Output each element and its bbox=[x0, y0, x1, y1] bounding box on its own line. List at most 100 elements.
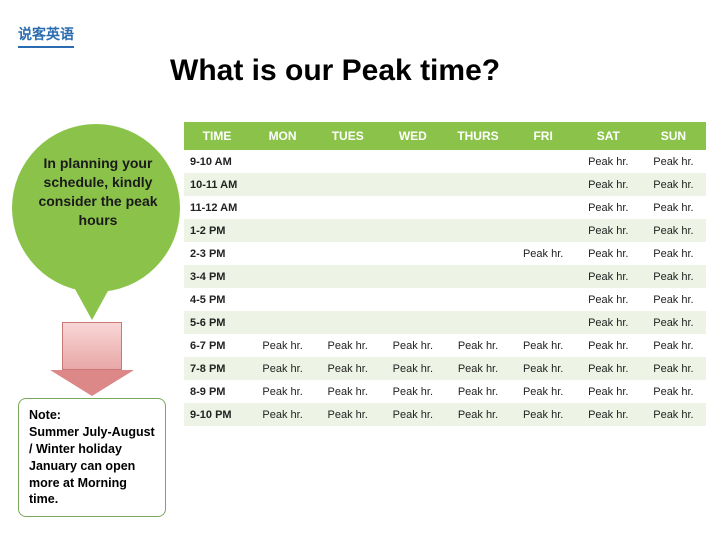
peak-cell bbox=[511, 150, 576, 173]
peak-cell bbox=[445, 288, 510, 311]
peak-cell bbox=[511, 265, 576, 288]
peak-cell: Peak hr. bbox=[641, 357, 706, 380]
time-cell: 4-5 PM bbox=[184, 288, 250, 311]
peak-cell: Peak hr. bbox=[250, 334, 315, 357]
peak-cell: Peak hr. bbox=[511, 380, 576, 403]
peak-cell bbox=[445, 173, 510, 196]
peak-cell: Peak hr. bbox=[641, 288, 706, 311]
peak-cell bbox=[511, 173, 576, 196]
time-cell: 1-2 PM bbox=[184, 219, 250, 242]
peak-cell bbox=[511, 196, 576, 219]
peak-cell bbox=[445, 265, 510, 288]
peak-cell bbox=[380, 219, 445, 242]
col-header: WED bbox=[380, 122, 445, 150]
peak-cell bbox=[250, 288, 315, 311]
peak-cell bbox=[445, 311, 510, 334]
table-row: 9-10 AM Peak hr.Peak hr. bbox=[184, 150, 706, 173]
speech-bubble-text: In planning your schedule, kindly consid… bbox=[28, 154, 168, 230]
peak-cell: Peak hr. bbox=[576, 196, 641, 219]
peak-cell: Peak hr. bbox=[250, 380, 315, 403]
time-cell: 9-10 AM bbox=[184, 150, 250, 173]
peak-cell: Peak hr. bbox=[445, 380, 510, 403]
table-row: 5-6 PMPeak hr.Peak hr. bbox=[184, 311, 706, 334]
col-header: SAT bbox=[576, 122, 641, 150]
time-cell: 8-9 PM bbox=[184, 380, 250, 403]
peak-cell bbox=[315, 288, 380, 311]
peak-cell: Peak hr. bbox=[641, 265, 706, 288]
arrow-head-icon bbox=[50, 370, 134, 396]
col-header: TIME bbox=[184, 122, 250, 150]
peak-cell bbox=[315, 265, 380, 288]
peak-cell: Peak hr. bbox=[641, 196, 706, 219]
peak-cell bbox=[315, 242, 380, 265]
table-row: 8-9 PMPeak hr.Peak hr.Peak hr.Peak hr.Pe… bbox=[184, 380, 706, 403]
speech-bubble-tail bbox=[70, 280, 114, 320]
peak-cell: Peak hr. bbox=[511, 334, 576, 357]
table-row: 1-2 PM Peak hr.Peak hr. bbox=[184, 219, 706, 242]
peak-cell bbox=[445, 196, 510, 219]
table-row: 6-7 PMPeak hr.Peak hr.Peak hr.Peak hr.Pe… bbox=[184, 334, 706, 357]
col-header: THURS bbox=[445, 122, 510, 150]
peak-cell: Peak hr. bbox=[576, 334, 641, 357]
peak-cell: Peak hr. bbox=[641, 173, 706, 196]
page-title: What is our Peak time? bbox=[170, 54, 500, 88]
peak-cell bbox=[315, 219, 380, 242]
peak-cell: Peak hr. bbox=[576, 357, 641, 380]
peak-cell bbox=[380, 150, 445, 173]
col-header: TUES bbox=[315, 122, 380, 150]
peak-cell: Peak hr. bbox=[315, 357, 380, 380]
col-header: SUN bbox=[641, 122, 706, 150]
peak-cell: Peak hr. bbox=[380, 357, 445, 380]
peak-cell bbox=[315, 311, 380, 334]
peak-cell: Peak hr. bbox=[576, 150, 641, 173]
peak-cell bbox=[380, 265, 445, 288]
peak-cell: Peak hr. bbox=[445, 334, 510, 357]
peak-cell bbox=[250, 196, 315, 219]
col-header: FRI bbox=[511, 122, 576, 150]
peak-cell: Peak hr. bbox=[380, 403, 445, 426]
peak-cell bbox=[315, 196, 380, 219]
peak-cell: Peak hr. bbox=[315, 403, 380, 426]
peak-cell: Peak hr. bbox=[511, 357, 576, 380]
time-cell: 2-3 PM bbox=[184, 242, 250, 265]
peak-cell bbox=[315, 173, 380, 196]
peak-cell bbox=[250, 150, 315, 173]
peak-cell bbox=[380, 196, 445, 219]
logo: 说客英语 bbox=[18, 24, 74, 48]
time-cell: 5-6 PM bbox=[184, 311, 250, 334]
peak-cell: Peak hr. bbox=[641, 334, 706, 357]
table-row: 7-8 PMPeak hr.Peak hr.Peak hr.Peak hr.Pe… bbox=[184, 357, 706, 380]
peak-cell: Peak hr. bbox=[250, 357, 315, 380]
peak-cell bbox=[445, 150, 510, 173]
peak-cell bbox=[250, 242, 315, 265]
peak-cell: Peak hr. bbox=[576, 173, 641, 196]
table-row: 10-11 AMPeak hr.Peak hr. bbox=[184, 173, 706, 196]
peak-cell: Peak hr. bbox=[641, 219, 706, 242]
peak-cell bbox=[380, 311, 445, 334]
peak-cell bbox=[315, 150, 380, 173]
peak-cell: Peak hr. bbox=[576, 288, 641, 311]
peak-cell: Peak hr. bbox=[576, 265, 641, 288]
peak-cell: Peak hr. bbox=[576, 219, 641, 242]
time-cell: 6-7 PM bbox=[184, 334, 250, 357]
peak-cell bbox=[380, 173, 445, 196]
peak-cell bbox=[380, 288, 445, 311]
peak-cell bbox=[250, 219, 315, 242]
peak-cell: Peak hr. bbox=[576, 403, 641, 426]
peak-cell: Peak hr. bbox=[576, 380, 641, 403]
peak-cell bbox=[511, 219, 576, 242]
peak-cell bbox=[380, 242, 445, 265]
peak-cell: Peak hr. bbox=[641, 380, 706, 403]
peak-cell: Peak hr. bbox=[641, 150, 706, 173]
peak-cell: Peak hr. bbox=[250, 403, 315, 426]
table-row: 2-3 PMPeak hr.Peak hr.Peak hr. bbox=[184, 242, 706, 265]
table-row: 3-4 PM Peak hr.Peak hr. bbox=[184, 265, 706, 288]
peak-cell bbox=[511, 311, 576, 334]
time-cell: 3-4 PM bbox=[184, 265, 250, 288]
time-cell: 11-12 AM bbox=[184, 196, 250, 219]
peak-cell: Peak hr. bbox=[445, 403, 510, 426]
peak-cell: Peak hr. bbox=[380, 380, 445, 403]
peak-cell: Peak hr. bbox=[641, 242, 706, 265]
peak-cell: Peak hr. bbox=[511, 242, 576, 265]
peak-cell: Peak hr. bbox=[641, 403, 706, 426]
